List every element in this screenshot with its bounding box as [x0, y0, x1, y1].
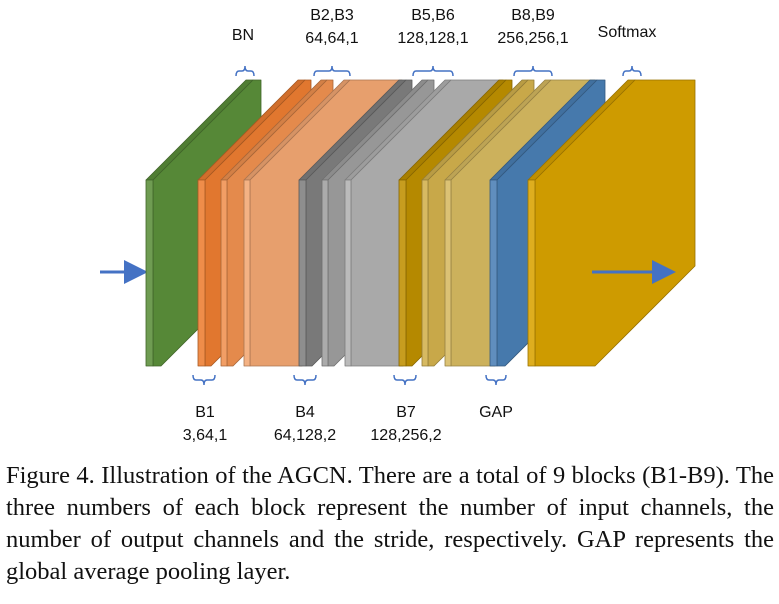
- label-b2b3-params: 64,64,1: [305, 30, 358, 47]
- label-b1-params: 3,64,1: [183, 427, 228, 444]
- label-b4-name: B4: [295, 404, 315, 421]
- label-b5b6-name: B5,B6: [411, 7, 455, 24]
- label-b1-name: B1: [195, 404, 215, 421]
- label-b4-params: 64,128,2: [274, 427, 336, 444]
- brace-b8b9: [513, 65, 553, 77]
- label-gap: GAP: [479, 404, 513, 421]
- brace-b4: [293, 374, 317, 386]
- brace-softmax: [622, 65, 642, 77]
- brace-b1: [192, 374, 216, 386]
- label-softmax: Softmax: [598, 24, 657, 41]
- brace-b2b3: [313, 65, 351, 77]
- brace-bn: [235, 65, 255, 77]
- label-bn: BN: [232, 27, 254, 44]
- agcn-diagram: BN B2,B3 64,64,1 B5,B6 128,128,1 B8,B9 2…: [100, 7, 696, 444]
- brace-b7: [393, 374, 417, 386]
- layer-blocks: [145, 79, 696, 367]
- label-b5b6-params: 128,128,1: [397, 30, 468, 47]
- plate-softmax: [527, 79, 696, 367]
- label-b8b9-params: 256,256,1: [497, 30, 568, 47]
- label-b7-params: 128,256,2: [370, 427, 441, 444]
- label-braces: [192, 65, 642, 386]
- brace-b5b6: [412, 65, 454, 77]
- figure-caption: Figure 4. Illustration of the AGCN. Ther…: [6, 462, 774, 585]
- label-b2b3-name: B2,B3: [310, 7, 354, 24]
- label-b7-name: B7: [396, 404, 416, 421]
- label-b8b9-name: B8,B9: [511, 7, 555, 24]
- brace-gap: [485, 374, 507, 386]
